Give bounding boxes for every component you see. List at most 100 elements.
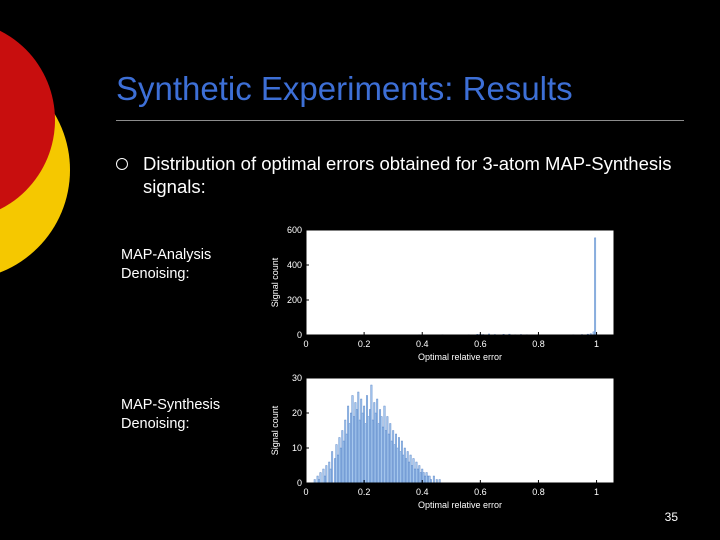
histogram-bar <box>406 451 409 484</box>
histogram-bar <box>411 465 413 484</box>
x-axis-label: Optimal relative error <box>418 500 502 510</box>
histogram-bar <box>357 391 360 484</box>
histogram-bar <box>318 479 321 484</box>
histogram-bar <box>422 472 425 484</box>
histogram-bar <box>398 437 400 484</box>
histogram-bar <box>387 433 390 484</box>
histogram-bar <box>379 409 382 484</box>
plot-frame <box>305 229 615 336</box>
y-tick-label: 400 <box>287 260 302 270</box>
histogram-bar <box>316 475 319 484</box>
x-tick-label: 0.2 <box>358 487 371 497</box>
page-number: 35 <box>664 510 678 524</box>
histogram-bar <box>334 458 336 484</box>
histogram-bar <box>363 405 366 484</box>
histogram-bar <box>354 402 357 484</box>
x-tick-label: 0.8 <box>532 339 545 349</box>
histogram-bar <box>403 447 406 484</box>
x-tick-label: 0.6 <box>474 487 487 497</box>
x-tick-label: 0.4 <box>416 339 429 349</box>
histogram-bar <box>405 458 408 484</box>
synthesis-panel-label: MAP-Synthesis Denoising: <box>121 397 221 432</box>
x-axis-label: Optimal relative error <box>418 352 502 362</box>
title-divider <box>116 120 684 121</box>
histogram-bar <box>367 416 370 484</box>
histogram-bar <box>425 472 428 484</box>
histogram-bar <box>370 384 373 484</box>
histogram-bar <box>337 454 339 484</box>
histogram-bar <box>395 433 398 484</box>
histogram-bar <box>376 398 379 484</box>
histogram-bar <box>329 468 332 484</box>
histogram-bar <box>368 409 371 484</box>
histogram-bar <box>402 454 405 484</box>
y-tick-label: 200 <box>287 295 302 305</box>
histogram-bar <box>389 423 392 484</box>
histogram-bar <box>400 440 403 484</box>
histogram-bar <box>361 412 364 484</box>
histogram-bar <box>323 475 326 484</box>
histogram-bar <box>319 472 322 484</box>
analysis-panel-label: MAP-Analysis Denoising: <box>121 247 212 282</box>
histogram-bar <box>415 461 418 484</box>
histogram-bar <box>438 479 441 484</box>
slide-title: Synthetic Experiments: Results <box>116 70 573 107</box>
histogram-bar <box>345 433 348 484</box>
histogram-bar <box>396 447 399 484</box>
histogram-bar <box>366 395 368 484</box>
histogram-bar <box>419 472 422 484</box>
histogram-bar <box>383 405 386 484</box>
histogram-bar <box>414 468 416 484</box>
histogram-bar <box>377 423 380 484</box>
histogram-bar <box>418 465 421 484</box>
y-tick-label: 0 <box>297 478 302 488</box>
histogram-bar <box>331 451 334 484</box>
histogram-bar <box>386 416 389 484</box>
decorative-circles <box>0 30 70 273</box>
histogram-bar <box>342 440 345 484</box>
histogram-bar <box>393 444 396 484</box>
histogram-bar <box>339 447 342 484</box>
histogram-bar <box>435 479 438 484</box>
histogram-bar <box>392 430 395 484</box>
y-tick-label: 30 <box>292 373 302 383</box>
histogram-bar <box>412 458 415 484</box>
y-tick-label: 600 <box>287 225 302 235</box>
y-axis-label: Signal count <box>270 405 280 455</box>
x-tick-label: 0 <box>303 339 308 349</box>
histogram-bar <box>350 412 352 484</box>
plot-frame <box>305 377 615 484</box>
histogram-bar <box>344 419 347 484</box>
bullet-circle-icon <box>116 158 128 170</box>
analysis-histogram: 0 0.2 0.4 0.6 0.8 1 0 200 400 600 Optimal relative… <box>270 225 615 362</box>
histogram-bar <box>373 402 376 484</box>
y-tick-label: 10 <box>292 443 302 453</box>
x-tick-label: 0.4 <box>416 487 429 497</box>
histogram-bar <box>371 419 374 484</box>
histogram-bar <box>384 430 387 484</box>
histogram-bar <box>364 423 367 484</box>
y-axis-label: Signal count <box>270 257 280 307</box>
histogram-bar <box>430 479 432 484</box>
x-tick-label: 1 <box>594 487 599 497</box>
plot-area <box>306 230 614 335</box>
histogram-bar <box>335 444 338 484</box>
histogram-bar <box>338 437 341 484</box>
histogram-bar <box>328 461 331 484</box>
x-tick-label: 0.8 <box>532 487 545 497</box>
histogram-bar <box>382 426 384 484</box>
x-tick-label: 1 <box>594 339 599 349</box>
histogram-bar <box>351 395 354 484</box>
y-tick-label: 0 <box>297 330 302 340</box>
histogram-bar <box>347 405 350 484</box>
x-tick-label: 0 <box>303 487 308 497</box>
histogram-bar <box>374 412 377 484</box>
histogram-bar <box>408 461 411 484</box>
histogram-bar <box>594 237 597 336</box>
x-tick-label: 0.2 <box>358 339 371 349</box>
histogram-bar <box>322 468 325 484</box>
histogram-bar <box>424 475 427 484</box>
histogram-bar <box>432 475 435 484</box>
histogram-bar <box>348 423 351 484</box>
histogram-bar <box>353 416 355 484</box>
